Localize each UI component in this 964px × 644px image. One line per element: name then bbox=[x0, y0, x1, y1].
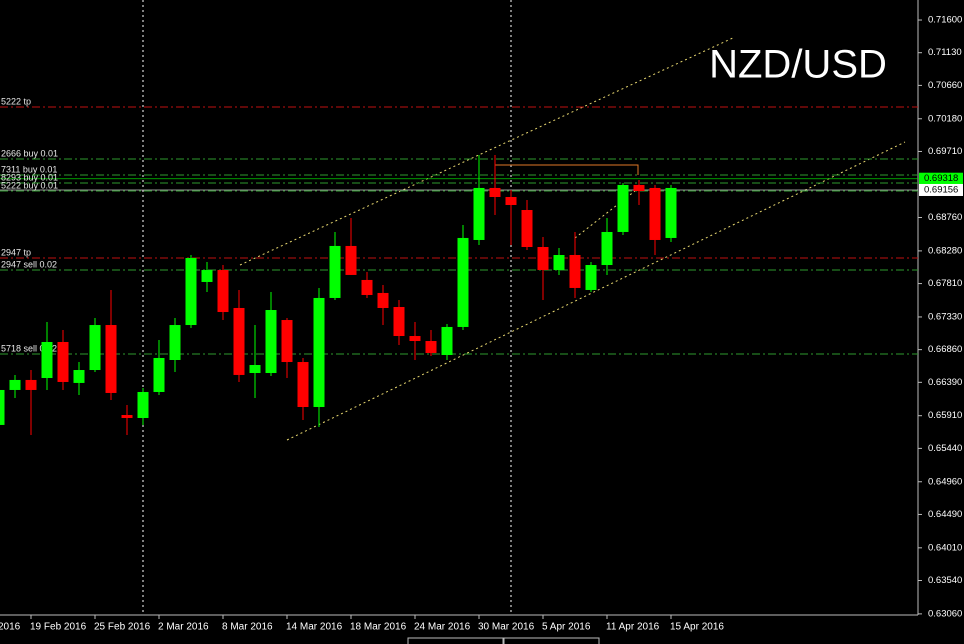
scroll-box bbox=[407, 637, 505, 644]
x-tick-label: 2 Mar 2016 bbox=[158, 622, 209, 633]
x-tick-label: 5 Apr 2016 bbox=[542, 622, 591, 633]
y-tick-label: 0.64490 bbox=[928, 509, 962, 520]
candle-body bbox=[201, 270, 213, 282]
x-tick-label: 15 Apr 2016 bbox=[670, 622, 724, 633]
x-tick-label: 2016 bbox=[0, 622, 21, 633]
candle-body bbox=[457, 237, 469, 327]
y-tick-label: 0.63060 bbox=[928, 608, 962, 619]
price-label: 0.69156 bbox=[924, 184, 958, 195]
candle-body bbox=[505, 197, 517, 205]
candle-body bbox=[345, 245, 357, 275]
candle-body bbox=[153, 357, 165, 392]
order-level-label: 5222 buy 0.01 bbox=[1, 180, 58, 190]
candle-body bbox=[633, 184, 645, 192]
x-tick-label: 14 Mar 2016 bbox=[286, 622, 343, 633]
y-tick-label: 0.64010 bbox=[928, 542, 962, 553]
y-tick-label: 0.69710 bbox=[928, 146, 962, 157]
candle-body bbox=[185, 257, 197, 326]
candle-body bbox=[585, 265, 597, 290]
price-label-box bbox=[919, 172, 963, 185]
candle-body bbox=[297, 362, 309, 408]
candle-body bbox=[329, 245, 341, 298]
scroll-box bbox=[502, 637, 600, 644]
channel-line bbox=[574, 186, 641, 239]
order-level-label: 8293 buy 0.01 bbox=[1, 172, 58, 182]
candle-body bbox=[377, 292, 389, 308]
candle-body bbox=[89, 325, 101, 371]
y-tick-label: 0.71130 bbox=[928, 47, 962, 58]
x-tick-label: 24 Mar 2016 bbox=[414, 622, 471, 633]
candle-body bbox=[281, 320, 293, 363]
y-tick-label: 0.68760 bbox=[928, 212, 962, 223]
candle-body bbox=[41, 341, 53, 379]
x-tick-label: 11 Apr 2016 bbox=[606, 622, 660, 633]
x-tick-label: 18 Mar 2016 bbox=[350, 622, 407, 633]
order-level-label: 2666 buy 0.01 bbox=[1, 148, 58, 158]
price-label: 0.69318 bbox=[924, 173, 958, 184]
candle-body bbox=[249, 365, 261, 374]
candle-body bbox=[473, 187, 485, 240]
y-tick-label: 0.71600 bbox=[928, 15, 962, 26]
candle-body bbox=[169, 325, 181, 361]
candle-body bbox=[121, 415, 133, 418]
y-tick-label: 0.70660 bbox=[928, 80, 962, 91]
candle-body bbox=[0, 389, 5, 425]
price-label-box bbox=[919, 183, 963, 196]
y-tick-label: 0.63540 bbox=[928, 575, 962, 586]
y-tick-label: 0.67330 bbox=[928, 311, 962, 322]
candle-body bbox=[73, 370, 85, 383]
x-tick-label: 19 Feb 2016 bbox=[30, 622, 87, 633]
candle-body bbox=[313, 297, 325, 408]
order-level-label: 2947 tp bbox=[1, 247, 31, 257]
candle-body bbox=[537, 247, 549, 271]
y-tick-label: 0.65910 bbox=[928, 410, 962, 421]
candle-body bbox=[217, 270, 229, 313]
candle-body bbox=[57, 341, 69, 382]
order-level-label: 7311 buy 0.01 bbox=[1, 164, 57, 174]
y-tick-label: 0.65440 bbox=[928, 443, 962, 454]
candle-body bbox=[393, 307, 405, 337]
channel-line bbox=[286, 141, 906, 441]
candle-body bbox=[425, 341, 437, 353]
candle-body bbox=[649, 187, 661, 240]
order-level-label: 5222 tp bbox=[1, 96, 31, 106]
candle-body bbox=[489, 187, 501, 198]
y-tick-label: 0.66390 bbox=[928, 377, 962, 388]
y-tick-label: 0.64960 bbox=[928, 476, 962, 487]
candle-body bbox=[617, 184, 629, 232]
y-tick-label: 0.70180 bbox=[928, 113, 962, 124]
x-tick-label: 8 Mar 2016 bbox=[222, 622, 273, 633]
candle-body bbox=[105, 325, 117, 393]
candle-body bbox=[137, 391, 149, 418]
candle-body bbox=[553, 254, 565, 271]
candle-body bbox=[265, 310, 277, 374]
channel-line bbox=[239, 36, 736, 266]
candle-body bbox=[25, 379, 37, 390]
x-tick-label: 25 Feb 2016 bbox=[94, 622, 151, 633]
candle-body bbox=[521, 210, 533, 248]
candle-body bbox=[441, 326, 453, 355]
y-tick-label: 0.66860 bbox=[928, 344, 962, 355]
candle-body bbox=[9, 379, 21, 390]
x-tick-label: 30 Mar 2016 bbox=[478, 622, 535, 633]
candle-body bbox=[361, 279, 373, 295]
order-level-label: 5718 sell 0.02 bbox=[1, 343, 57, 353]
candle-body bbox=[233, 307, 245, 375]
chart-title: NZD/USD bbox=[709, 43, 887, 87]
candle-body bbox=[601, 231, 613, 266]
candle-body bbox=[409, 336, 421, 342]
y-tick-label: 0.67810 bbox=[928, 278, 962, 289]
candle-body bbox=[665, 187, 677, 238]
candle-body bbox=[569, 254, 581, 288]
order-level-label: 2947 sell 0.02 bbox=[1, 259, 57, 269]
y-tick-label: 0.68280 bbox=[928, 245, 962, 256]
